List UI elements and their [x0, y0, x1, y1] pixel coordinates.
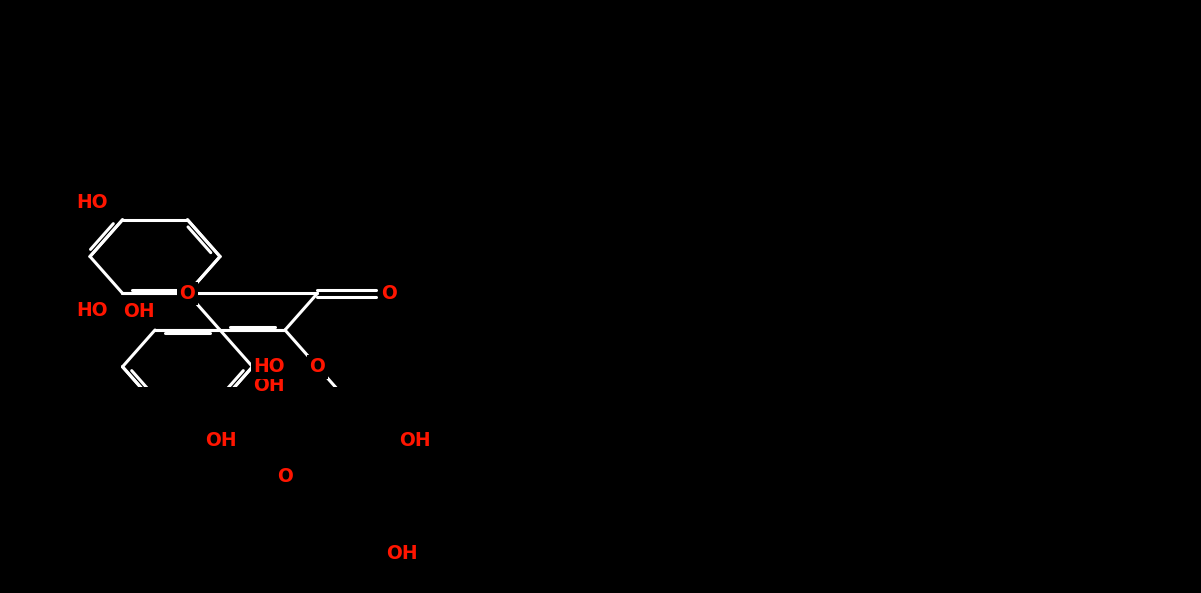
Text: O: O	[381, 284, 396, 303]
Text: O: O	[277, 467, 293, 486]
Text: HO: HO	[76, 193, 108, 212]
Text: OH: OH	[204, 431, 237, 449]
Text: O: O	[310, 357, 325, 377]
Text: O: O	[180, 284, 196, 303]
Text: OH: OH	[124, 302, 155, 321]
Text: OH: OH	[253, 376, 285, 395]
Text: OH: OH	[399, 431, 430, 449]
Text: HO: HO	[76, 301, 108, 320]
Text: OH: OH	[387, 544, 418, 563]
Text: HO: HO	[253, 357, 285, 377]
